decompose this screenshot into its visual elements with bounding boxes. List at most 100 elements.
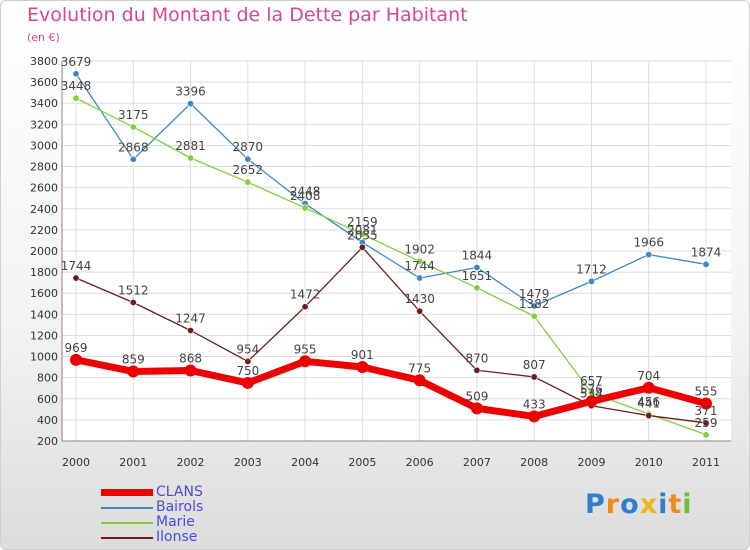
legend-swatch — [101, 537, 153, 539]
proxiti-logo: Proxiti — [585, 489, 693, 520]
data-point-ilonse — [301, 303, 309, 311]
data-point-bairols — [702, 260, 710, 268]
data-label-marie: 657 — [580, 374, 603, 388]
data-label-bairols: 2868 — [118, 140, 149, 154]
data-point-bairols — [587, 277, 595, 285]
y-tick-label: 600 — [37, 393, 58, 406]
y-tick-label: 3800 — [30, 55, 58, 68]
data-label-ilonse: 441 — [637, 397, 660, 411]
logo-letter: i — [682, 489, 693, 520]
data-label-clans: 955 — [294, 342, 317, 356]
y-tick-label: 1200 — [30, 329, 58, 342]
series-line-bairols — [75, 73, 707, 307]
logo-letter: o — [620, 489, 640, 520]
data-point-clans — [528, 410, 541, 423]
x-tick-label: 2007 — [463, 456, 491, 469]
legend-label: Bairols — [156, 499, 204, 515]
data-label-bairols: 1966 — [633, 236, 664, 250]
data-label-ilonse: 1744 — [61, 259, 92, 273]
data-label-marie: 1651 — [462, 269, 493, 283]
data-point-marie — [129, 123, 137, 131]
chart-subtitle: (en €) — [27, 31, 60, 44]
data-label-ilonse: 807 — [523, 358, 546, 372]
data-label-clans: 775 — [408, 361, 431, 375]
y-tick-label: 1800 — [30, 266, 58, 279]
data-label-marie: 2881 — [175, 139, 206, 153]
y-tick-label: 200 — [37, 435, 58, 448]
data-label-ilonse: 1512 — [118, 284, 149, 298]
data-label-marie: 3175 — [118, 108, 149, 122]
data-point-bairols — [72, 70, 80, 78]
logo-letter: t — [668, 489, 683, 520]
data-label-bairols: 3679 — [61, 55, 92, 69]
y-tick-label: 3200 — [30, 118, 58, 131]
data-point-marie — [416, 257, 424, 265]
y-tick-label: 1600 — [30, 287, 58, 300]
logo-letter: P — [585, 489, 606, 520]
y-tick-label: 3400 — [30, 97, 58, 110]
x-tick-label: 2009 — [577, 456, 605, 469]
x-tick-label: 2003 — [234, 456, 262, 469]
data-point-clans — [413, 374, 426, 387]
y-tick-label: 400 — [37, 414, 58, 427]
data-point-bairols — [187, 100, 195, 108]
data-label-bairols: 2081 — [347, 223, 378, 237]
data-label-clans: 750 — [236, 364, 259, 378]
data-label-bairols: 2448 — [290, 185, 321, 199]
y-tick-label: 1400 — [30, 308, 58, 321]
logo-letter: i — [658, 489, 669, 520]
data-point-ilonse — [72, 274, 80, 282]
data-point-ilonse — [702, 419, 710, 427]
x-tick-label: 2002 — [177, 456, 205, 469]
data-point-clans — [700, 397, 712, 410]
data-point-ilonse — [645, 412, 653, 420]
logo-letter: x — [639, 489, 659, 520]
y-tick-label: 1000 — [30, 351, 58, 364]
data-point-marie — [702, 431, 710, 439]
data-point-ilonse — [358, 243, 366, 251]
data-label-ilonse: 371 — [695, 404, 718, 418]
chart-title: Evolution du Montant de la Dette par Hab… — [27, 4, 468, 26]
data-point-clans — [299, 355, 312, 368]
data-label-bairols: 1479 — [519, 287, 550, 301]
data-point-ilonse — [187, 326, 195, 334]
x-tick-label: 2000 — [62, 456, 90, 469]
data-point-ilonse — [416, 307, 424, 315]
data-label-marie: 1902 — [404, 242, 435, 256]
y-tick-label: 800 — [37, 372, 58, 385]
x-tick-label: 2005 — [348, 456, 376, 469]
data-label-ilonse: 1472 — [290, 288, 321, 302]
data-point-marie — [244, 178, 252, 186]
legend-label: Ilonse — [156, 529, 198, 545]
data-label-clans: 704 — [637, 369, 660, 383]
y-tick-label: 2000 — [30, 245, 58, 258]
series-line-ilonse — [75, 246, 707, 424]
data-label-marie: 456 — [637, 395, 660, 409]
data-point-bairols — [416, 274, 424, 282]
x-tick-label: 2001 — [119, 456, 147, 469]
data-point-ilonse — [530, 373, 538, 381]
data-point-clans — [356, 361, 369, 374]
x-tick-label: 2006 — [406, 456, 434, 469]
x-tick-label: 2011 — [692, 456, 720, 469]
data-label-clans: 576 — [580, 382, 603, 396]
data-label-bairols: 1844 — [462, 248, 493, 262]
data-point-marie — [187, 154, 195, 162]
data-label-clans: 509 — [465, 389, 488, 403]
data-point-bairols — [530, 302, 538, 310]
x-tick-label: 2010 — [635, 456, 663, 469]
data-label-ilonse: 1430 — [404, 292, 435, 306]
data-label-ilonse: 534 — [580, 387, 603, 401]
y-tick-label: 2600 — [30, 182, 58, 195]
data-point-clans — [70, 353, 82, 366]
legend-swatch — [101, 489, 153, 496]
data-point-marie — [72, 94, 80, 102]
data-point-marie — [473, 284, 481, 292]
y-tick-label: 2200 — [30, 224, 58, 237]
series-line-clans — [72, 356, 710, 420]
data-point-clans — [184, 364, 197, 377]
x-tick-label: 2004 — [291, 456, 319, 469]
y-tick-label: 3600 — [30, 76, 58, 89]
